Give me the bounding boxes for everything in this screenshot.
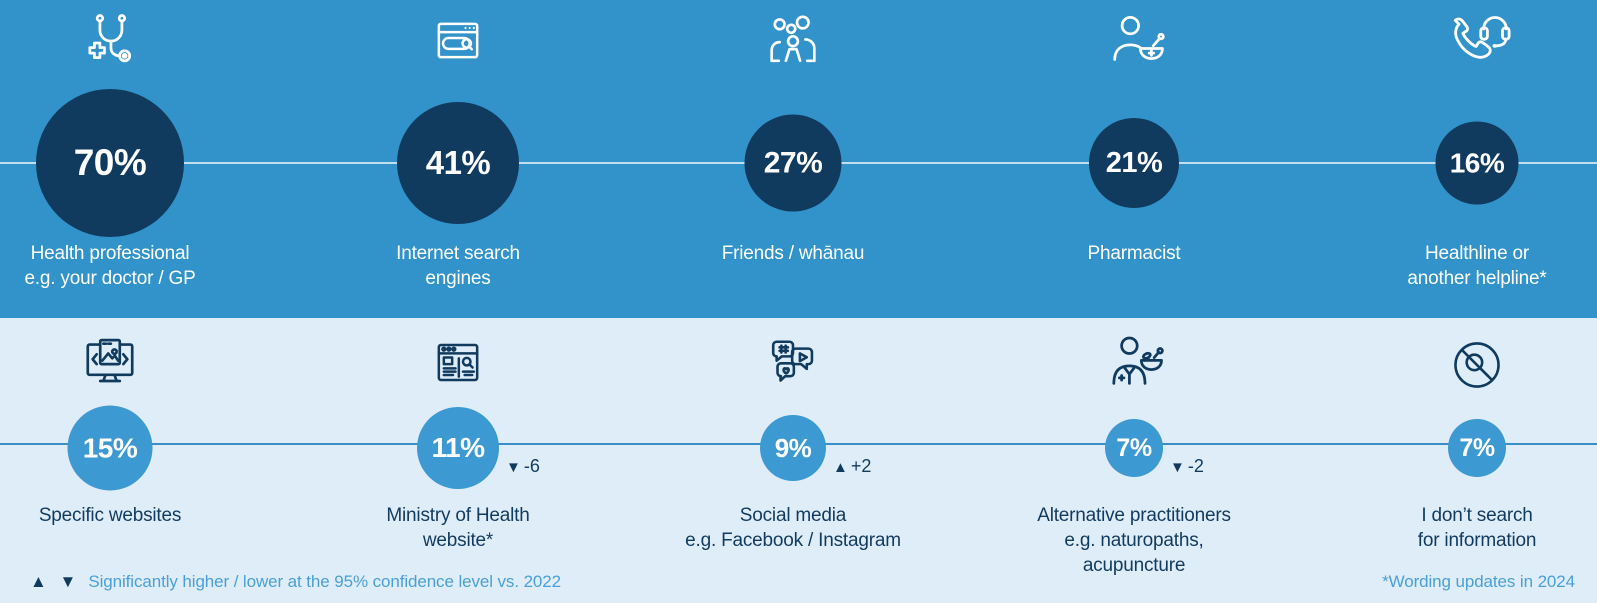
significance-legend: ▲ ▼ Significantly higher / lower at the 9… [30, 572, 561, 592]
change-delta: +2 [850, 456, 872, 476]
webpage-search-icon [298, 332, 618, 398]
category-label: Internet search engines [396, 243, 520, 289]
category-label: Alternative practitioners e.g. naturopath… [1037, 505, 1231, 576]
category-column: 21% Pharmacist [974, 0, 1294, 318]
change-indicator-up: ▲ +2 [833, 456, 871, 477]
value-bubble: 70% [36, 89, 184, 237]
monitor-website-icon [0, 332, 270, 398]
value-label: 21% [1105, 146, 1163, 179]
change-indicator-down: ▼ -2 [1170, 456, 1204, 477]
value-label: 16% [1449, 147, 1505, 178]
category-label: Social media e.g. Facebook / Instagram [685, 505, 901, 551]
value-bubble: 15% [67, 405, 153, 491]
triangle-down-icon: ▼ [1170, 459, 1185, 476]
value-label: 41% [425, 144, 491, 181]
value-bubble: 11% [417, 407, 499, 489]
no-search-icon [1317, 332, 1597, 398]
category-column: 11% ▼ -6 Ministry of Health website* [298, 318, 618, 603]
value-label: 15% [82, 432, 138, 463]
value-label: 11% [431, 432, 486, 463]
category-column: 9% ▲ +2 Social media e.g. Facebook / Instagr… [633, 318, 953, 603]
value-label: 27% [763, 146, 823, 179]
change-indicator-down: ▼ -6 [506, 456, 540, 477]
value-bubble: 9% [760, 415, 826, 481]
change-delta: -2 [1187, 456, 1204, 476]
value-label: 7% [1459, 433, 1495, 462]
category-label: Friends / whānau [721, 243, 865, 264]
triangle-up-icon: ▲ [833, 459, 848, 476]
pharmacist-mortar-icon [974, 8, 1294, 78]
category-label: Pharmacist [1087, 243, 1181, 264]
bottom-row: 15% Specific websites 11% ▼ -6 Ministry of He… [0, 318, 1597, 603]
phone-headset-icon [1317, 8, 1597, 78]
browser-search-icon [298, 8, 618, 78]
value-label: 7% [1116, 433, 1152, 462]
category-column: 70% Health professional e.g. your doctor /… [0, 0, 270, 318]
stethoscope-icon [0, 8, 270, 78]
value-label: 9% [774, 432, 812, 463]
significance-legend-text: Significantly higher / lower at the 95% … [88, 572, 561, 591]
alternative-practitioner-icon [974, 332, 1294, 398]
value-bubble: 7% [1448, 419, 1506, 477]
value-bubble: 27% [744, 114, 842, 212]
category-column: 27% Friends / whānau [633, 0, 953, 318]
category-column: 7% ▼ -2 Alternative practitioners e.g. natur… [974, 318, 1294, 603]
wording-update-note: *Wording updates in 2024 [1382, 572, 1575, 591]
up-down-triangle-icons: ▲ ▼ [30, 572, 81, 591]
people-group-icon [633, 8, 953, 78]
category-label: Ministry of Health website* [386, 505, 530, 551]
change-delta: -6 [523, 456, 540, 476]
top-row: 70% Health professional e.g. your doctor /… [0, 0, 1597, 318]
category-column: 7% I don’t search for information [1317, 318, 1597, 603]
triangle-down-icon: ▼ [506, 459, 521, 476]
category-label: Healthline or another helpline* [1407, 243, 1547, 289]
value-label: 70% [73, 142, 147, 183]
category-column: 41% Internet search engines [298, 0, 618, 318]
category-label: I don’t search for information [1417, 505, 1537, 551]
social-media-chat-icon [633, 332, 953, 398]
category-column: 16% Healthline or another helpline* [1317, 0, 1597, 318]
value-bubble: 16% [1435, 121, 1519, 205]
category-label: Specific websites [38, 505, 182, 526]
value-bubble: 21% [1089, 118, 1179, 208]
category-label: Health professional e.g. your doctor / GP [24, 243, 196, 289]
value-bubble: 7% [1105, 419, 1163, 477]
category-column: 15% Specific websites [0, 318, 270, 603]
value-bubble: 41% [397, 102, 519, 224]
